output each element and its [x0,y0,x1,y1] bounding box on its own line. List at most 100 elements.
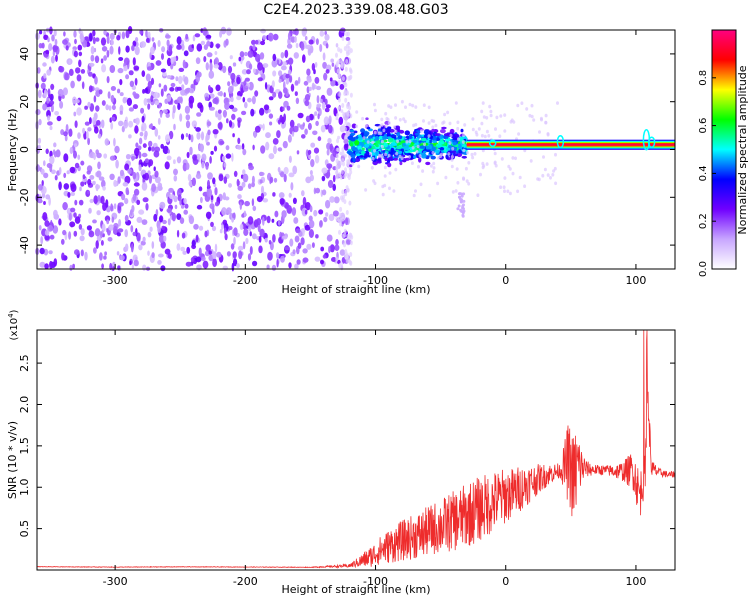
spectrogram-cell [130,225,134,233]
spectrogram-cell [225,145,230,151]
spectrogram-cell [365,117,369,120]
spectrogram-cell [428,193,432,198]
spectrogram-cell [506,189,510,194]
spectrogram-cell [89,32,93,42]
spectrogram-cell [335,174,339,180]
spectrogram-cell [242,148,247,156]
spectrogram-cell [268,240,272,245]
spectrogram-cell [158,103,161,109]
spectrogram-cell [283,87,288,94]
spectrogram-cell [271,80,275,88]
spectrogram-cell [145,30,148,38]
spectrogram-cell [364,143,370,148]
spectrogram-cell [265,132,271,139]
spectrogram-cell [56,115,62,122]
spectrogram-cell [118,202,124,207]
spectrogram-cell [443,133,449,137]
spectrogram-cell [53,209,58,217]
spectrogram-cell [227,85,234,94]
spectrogram-cell [339,221,342,227]
spectrogram-cell [435,149,440,154]
spectrogram-cell [217,62,223,71]
spectrogram-cell [411,146,415,150]
spectrogram-cell [347,76,351,81]
spectrogram-cell [423,150,427,154]
spectrogram-cell [543,167,547,172]
spectrogram-cell [339,151,343,156]
spectrogram-cell [92,116,97,126]
spectrogram-cell [334,244,340,251]
spectrogram-cell [198,225,204,231]
spectrogram-cell [542,155,545,159]
snr-x-label: Height of straight line (km) [281,583,430,596]
spectrogram-cell [325,199,331,209]
spectrogram-cell [339,160,343,166]
spectrogram-cell [343,228,347,234]
spectrogram-cell [230,72,236,81]
snr-y-multiplier: (x104) [7,309,20,340]
spectrogram-cell [286,205,293,214]
spectrogram-cell [244,51,248,57]
spectrogram-cell [196,71,202,78]
spectrogram-cell [110,203,113,212]
spectrogram-cell [62,87,68,96]
spectrogram-cell [223,162,227,168]
spectrogram-cell [277,147,283,152]
spectrogram-cell [115,159,119,169]
spectrogram-cell [335,256,339,262]
spectrogram-cell [351,145,356,150]
spectrogram-cell [106,35,110,44]
spectrogram-cell [70,183,77,192]
spectrogram-cell [247,183,252,190]
colorbar: 0.0 0.2 0.4 0.6 0.8 Normalized spectral ampl… [698,29,749,277]
spectrogram-cell [51,34,55,42]
spectrogram-cell [466,151,469,155]
spectrogram-cell [65,124,69,132]
spectrogram-cell [456,207,460,211]
spectrogram-cell [233,236,236,246]
spectrogram-cell [182,250,187,255]
spectrogram-cell [185,261,192,267]
spectrogram-cell [148,124,153,129]
spectrogram-cell [293,217,299,224]
spectrogram-cell [128,107,134,112]
spectrogram-cell [386,132,391,137]
spectrogram-cell [419,182,423,187]
spectrogram-cell [84,121,90,126]
spectrogram-cell [395,151,399,156]
spectrogram-cell [202,260,209,269]
spectrogram-cell [160,143,164,149]
spectrogram-cell [343,138,349,145]
spectrogram-cell [185,33,189,40]
spectrogram-cell [43,160,46,167]
spectrogram-cell [184,203,189,209]
spectrogram-cell [95,90,99,97]
spectrogram-cell [479,172,482,177]
spectrogram-cell [145,73,151,82]
spectrogram-cell [110,122,114,130]
spectrogram-cell [258,245,263,254]
spectrogram-cell [239,201,242,210]
spectrogram-cell [205,135,208,144]
spectrogram-cell [384,124,388,128]
spectrogram-cell [96,119,101,126]
spectrogram-cell [87,127,92,132]
spectrogram-cell [342,125,345,131]
spectrogram-cell [45,148,49,155]
spectrogram-cell [387,162,392,168]
spectrogram-cell [221,207,227,216]
spectrogram-cell [61,238,65,245]
spectrogram-cell [74,143,78,148]
spectrogram-cell [337,135,341,140]
spectrogram-cell [94,55,100,64]
spectrogram-cell [251,39,256,46]
spectrogram-cell [153,213,158,222]
spectrogram-cell [328,246,331,254]
spectrogram-cell [35,164,41,172]
spectrogram-cell [317,136,322,142]
spectrogram-cell [268,96,274,101]
spectrogram-cell [278,70,283,77]
spectrogram-cell [150,77,155,85]
spectrogram-cell [274,210,279,218]
spectrogram-cell [69,264,73,271]
